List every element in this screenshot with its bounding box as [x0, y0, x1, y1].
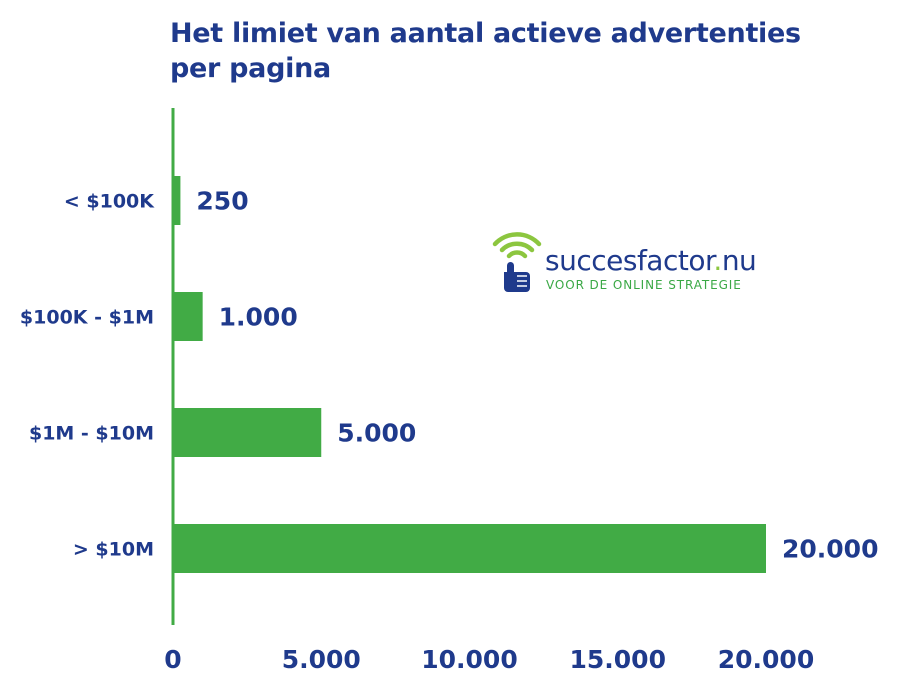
- chart-title: Het limiet van aantal actieve advertenti…: [170, 16, 810, 86]
- bar: [173, 176, 181, 225]
- x-tick-label: 5.000: [282, 645, 361, 674]
- value-label: 20.000: [782, 535, 878, 564]
- x-tick-label: 20.000: [718, 645, 814, 674]
- x-tick-label: 0: [164, 645, 181, 674]
- wifi-hand-icon: [492, 232, 542, 292]
- succesfactor-logo: succesfactor.nu VOOR DE ONLINE STRATEGIE: [492, 226, 782, 306]
- logo-wordmark: succesfactor.nu: [545, 244, 757, 277]
- bar: [173, 524, 766, 573]
- x-tick-label: 15.000: [570, 645, 666, 674]
- category-label: < $100K: [64, 191, 155, 213]
- logo-tagline: VOOR DE ONLINE STRATEGIE: [546, 278, 742, 292]
- value-label: 250: [196, 187, 248, 216]
- x-tick-label: 10.000: [421, 645, 517, 674]
- bar: [173, 292, 203, 341]
- category-label: > $10M: [73, 539, 154, 561]
- bars-group: [173, 176, 766, 573]
- bar: [173, 408, 322, 457]
- category-label: $100K - $1M: [20, 307, 154, 329]
- value-labels-group: 250 1.000 5.000 20.000: [196, 187, 878, 564]
- logo-dot: .: [713, 244, 722, 277]
- value-label: 5.000: [337, 419, 416, 448]
- x-tick-labels-group: 0 5.000 10.000 15.000 20.000: [164, 645, 814, 674]
- value-label: 1.000: [219, 303, 298, 332]
- category-labels-group: < $100K $100K - $1M $1M - $10M > $10M: [20, 191, 155, 561]
- chart-title-line-1: Het limiet van aantal actieve advertenti…: [170, 18, 801, 49]
- chart-title-line-2: per pagina: [170, 53, 331, 84]
- logo-brand: succesfactor: [545, 244, 714, 277]
- category-label: $1M - $10M: [29, 423, 154, 445]
- logo-tld: nu: [721, 244, 757, 277]
